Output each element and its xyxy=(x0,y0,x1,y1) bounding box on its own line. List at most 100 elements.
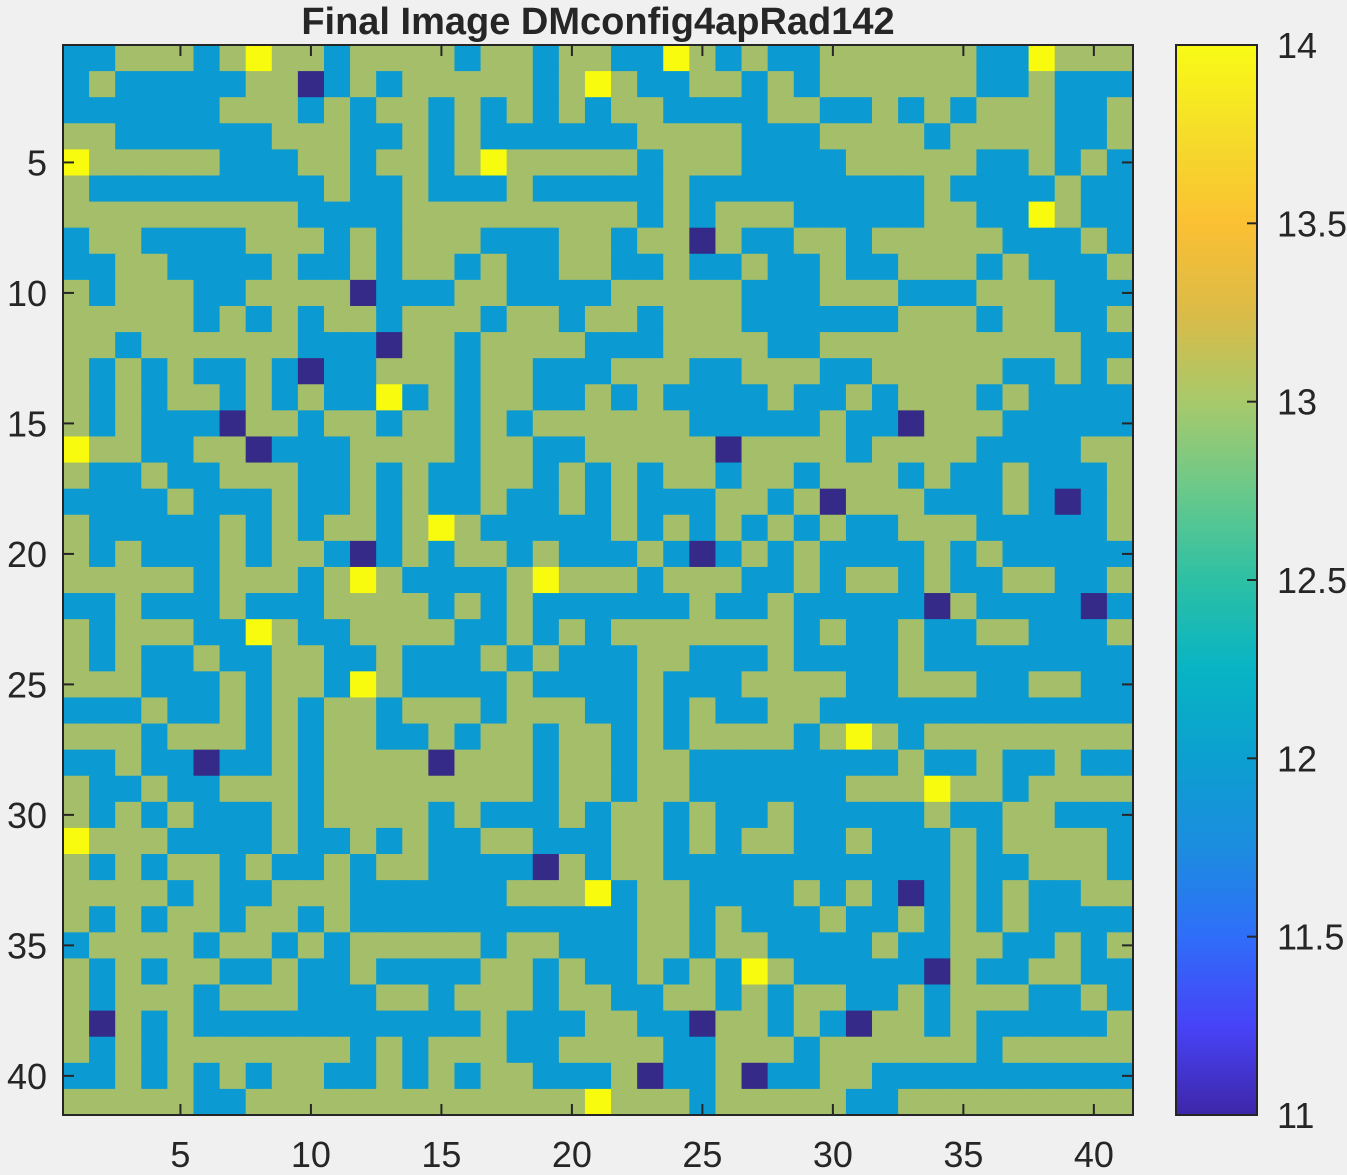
x-tick-label: 15 xyxy=(421,1134,461,1175)
heatmap-cell xyxy=(245,410,273,438)
heatmap-cell xyxy=(245,1062,273,1090)
heatmap-cell xyxy=(506,958,534,986)
heatmap-cell xyxy=(1028,253,1056,281)
heatmap-cell xyxy=(115,723,142,751)
heatmap-cell xyxy=(428,227,456,255)
heatmap-cell xyxy=(480,827,508,855)
heatmap-cell xyxy=(89,566,116,594)
heatmap-cell xyxy=(454,619,482,646)
heatmap-cell xyxy=(167,358,195,385)
heatmap-cell xyxy=(89,175,116,203)
heatmap-cell xyxy=(480,566,508,594)
heatmap-cell xyxy=(819,253,847,281)
heatmap-cell xyxy=(376,253,403,281)
x-tick-label: 40 xyxy=(1074,1134,1114,1175)
heatmap-cell xyxy=(219,436,247,464)
heatmap-cell xyxy=(480,279,508,307)
heatmap-cell xyxy=(376,645,403,672)
heatmap-cell xyxy=(1080,932,1108,960)
heatmap-cell xyxy=(297,410,325,438)
heatmap-cell xyxy=(506,279,534,307)
heatmap-cell xyxy=(1106,827,1134,855)
heatmap-cell xyxy=(1002,358,1030,385)
heatmap-cell xyxy=(767,123,795,150)
heatmap-cell xyxy=(663,97,690,124)
heatmap-cell xyxy=(532,279,560,307)
heatmap-cell xyxy=(297,958,325,986)
heatmap-cell xyxy=(741,436,769,464)
heatmap-cell xyxy=(819,384,847,411)
heatmap-cell xyxy=(428,958,456,986)
colorbar-tick-label: 11.5 xyxy=(1277,917,1344,958)
heatmap-cell xyxy=(454,253,482,281)
heatmap-cell xyxy=(1028,749,1056,777)
heatmap-cell xyxy=(115,358,142,385)
heatmap-cell xyxy=(141,932,168,960)
heatmap-cell xyxy=(532,958,560,986)
heatmap-cell xyxy=(924,514,951,542)
heatmap-cell xyxy=(141,514,168,542)
heatmap-cell xyxy=(167,749,195,777)
heatmap-cell xyxy=(663,958,690,986)
heatmap-cell xyxy=(976,619,1004,646)
heatmap-cell xyxy=(350,45,377,72)
heatmap-cell xyxy=(819,279,847,307)
heatmap-cell xyxy=(924,1062,951,1090)
heatmap-cell xyxy=(167,619,195,646)
heatmap-cell xyxy=(141,1036,168,1064)
heatmap-cell xyxy=(1028,149,1056,177)
heatmap-cell xyxy=(584,227,612,255)
heatmap-cell xyxy=(506,906,534,933)
heatmap-cell xyxy=(1080,827,1108,855)
heatmap-cell xyxy=(297,827,325,855)
heatmap-cell xyxy=(1106,514,1134,542)
heatmap-cell xyxy=(819,801,847,829)
heatmap-cell xyxy=(350,1088,377,1116)
heatmap-cell xyxy=(1106,71,1134,98)
heatmap-cell xyxy=(689,645,717,672)
heatmap-cell xyxy=(819,332,847,359)
heatmap-cell xyxy=(584,801,612,829)
heatmap-cell xyxy=(872,932,899,960)
heatmap-cell xyxy=(976,384,1004,411)
heatmap-cell xyxy=(506,201,534,229)
heatmap-cell xyxy=(872,854,899,881)
heatmap-cell xyxy=(741,279,769,307)
heatmap-cell xyxy=(1054,149,1082,177)
heatmap-cell xyxy=(271,566,299,594)
heatmap-cell xyxy=(141,462,168,490)
heatmap-cell xyxy=(976,671,1004,699)
heatmap-cell xyxy=(584,723,612,751)
heatmap-cell xyxy=(454,305,482,333)
heatmap-cell xyxy=(376,566,403,594)
heatmap-cell xyxy=(271,227,299,255)
heatmap-cell xyxy=(506,123,534,150)
heatmap-cell xyxy=(741,958,769,986)
heatmap-cell xyxy=(950,332,978,359)
heatmap-cell xyxy=(845,279,873,307)
heatmap-cell xyxy=(715,854,743,881)
heatmap-cell xyxy=(1028,201,1056,229)
heatmap-cell xyxy=(767,671,795,699)
heatmap-cell xyxy=(1028,984,1056,1012)
heatmap-cell xyxy=(950,175,978,203)
heatmap-cell xyxy=(167,149,195,177)
heatmap-cell xyxy=(115,201,142,229)
heatmap-cell xyxy=(376,540,403,568)
heatmap-cell xyxy=(558,775,586,803)
heatmap-cell xyxy=(376,97,403,124)
heatmap-cell xyxy=(872,149,899,177)
heatmap-cell xyxy=(584,854,612,881)
heatmap-cell xyxy=(872,436,899,464)
heatmap-cell xyxy=(741,906,769,933)
heatmap-cell xyxy=(1002,45,1030,72)
heatmap-cell xyxy=(1054,201,1082,229)
heatmap-cell xyxy=(245,801,273,829)
heatmap-cell xyxy=(663,619,690,646)
heatmap-cell xyxy=(924,775,951,803)
heatmap-cell xyxy=(323,697,351,725)
heatmap-cell xyxy=(845,436,873,464)
heatmap-cell xyxy=(245,984,273,1012)
heatmap-cell xyxy=(1106,593,1134,620)
heatmap-cell xyxy=(271,801,299,829)
